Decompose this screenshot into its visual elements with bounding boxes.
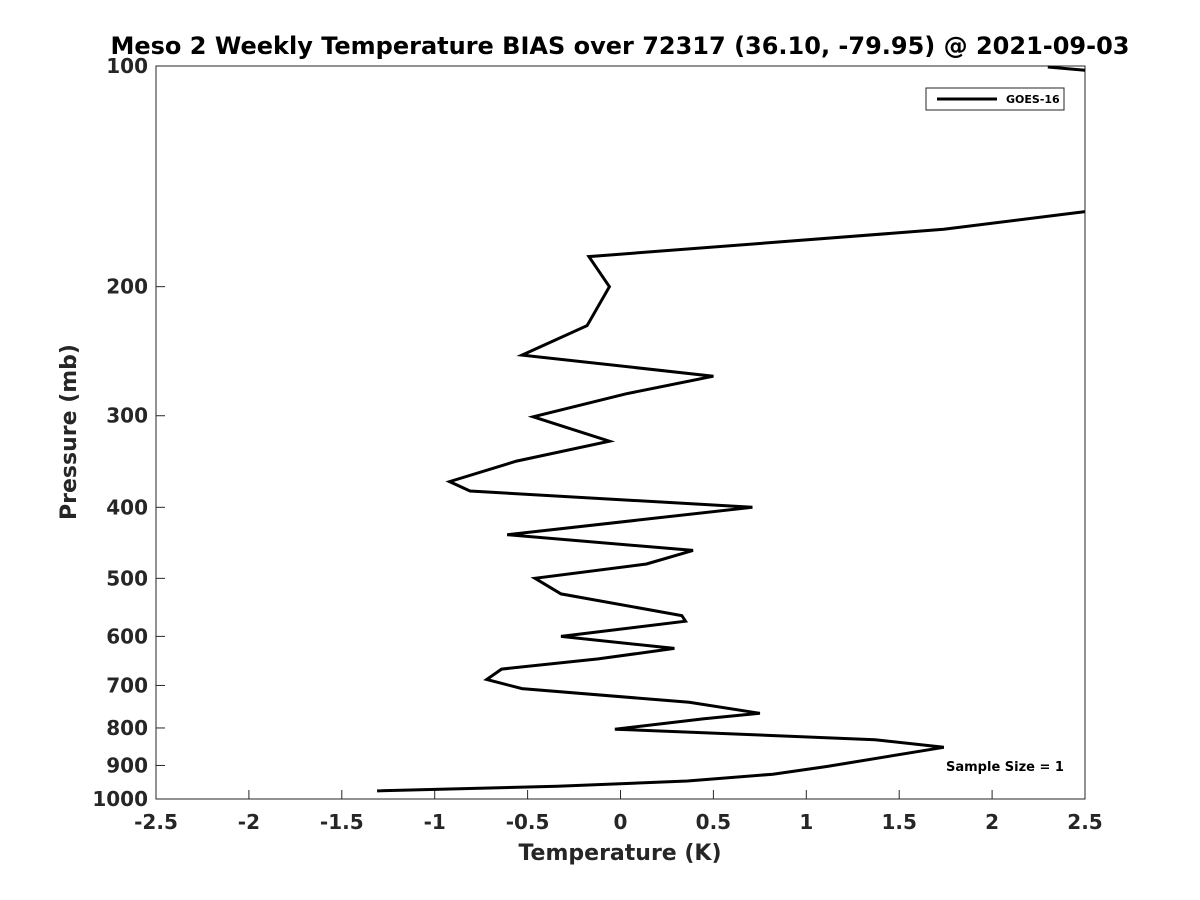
x-tick-label: -1	[424, 810, 446, 834]
series-layer	[377, 65, 1086, 793]
plot-area	[155, 65, 1086, 800]
y-tick-label: 600	[106, 624, 148, 648]
y-axis: 100 200 300 400 500 600 700 800 900 1000	[92, 54, 165, 811]
y-tick-label: 800	[106, 716, 148, 740]
x-tick-label: 0	[614, 810, 628, 834]
y-tick-label: 300	[106, 404, 148, 428]
y-tick-label: 100	[106, 54, 148, 78]
x-tick-label: -2	[238, 810, 260, 834]
x-tick-label: 2.5	[1067, 810, 1102, 834]
x-axis-label: Temperature (K)	[518, 841, 721, 866]
x-tick-label: -2.5	[134, 810, 178, 834]
sample-size-annotation: Sample Size = 1	[946, 760, 1064, 775]
x-tick-label: -1.5	[320, 810, 364, 834]
x-axis: -2.5 -2 -1.5 -1 -0.5 0 0.5 1 1.5 2 2.5	[134, 790, 1103, 834]
series-line-goes-16	[377, 210, 1086, 793]
y-tick-label: 700	[106, 673, 148, 697]
x-tick-label: -0.5	[506, 810, 550, 834]
legend-label: GOES-16	[1006, 93, 1060, 106]
x-tick-label: 1	[799, 810, 813, 834]
x-tick-label: 1.5	[881, 810, 916, 834]
y-tick-label: 500	[106, 566, 148, 590]
x-tick-label: 0.5	[696, 810, 731, 834]
x-tick-label: 2	[985, 810, 999, 834]
y-tick-label: 200	[106, 275, 148, 299]
y-tick-label: 1000	[92, 787, 148, 811]
series-line-goes-16-top-segment	[1047, 65, 1086, 72]
y-tick-label: 400	[106, 495, 148, 519]
y-tick-label: 900	[106, 753, 148, 777]
y-axis-label: Pressure (mb)	[57, 344, 82, 520]
legend: GOES-16	[925, 87, 1065, 111]
chart-title: Meso 2 Weekly Temperature BIAS over 7231…	[110, 32, 1129, 60]
